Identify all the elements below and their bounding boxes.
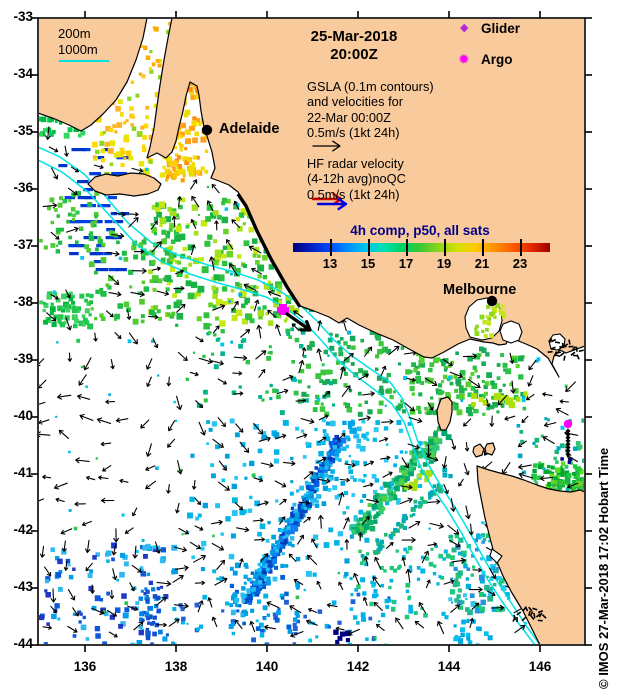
imos-credit: © IMOS 27-Mar-2018 17:02 Hobart Time — [596, 447, 611, 689]
map-title: 25-Mar-2018 20:00Z — [288, 28, 420, 64]
bays-layer — [236, 193, 566, 564]
hf-annotation-line: 0.5m/s (1kt 24h) — [307, 186, 400, 202]
y-tick-label: -35 — [13, 123, 33, 138]
depth-contour-legend: 200m 1000m — [58, 26, 98, 58]
x-tick-label: 138 — [164, 659, 188, 674]
argo-star-icon: ✹ — [458, 51, 470, 67]
colorbar-tick — [368, 239, 370, 256]
colorbar-tick — [330, 239, 332, 256]
hf-radar-annotation: HF radar velocity (4-12h avg)noQC 0.5m/s (… — [307, 156, 406, 202]
coast-hatch-marks — [512, 338, 584, 623]
y-tick-label: -39 — [13, 351, 33, 366]
colorbar-tick-label: 21 — [474, 256, 490, 271]
depth-200m-label: 200m — [58, 26, 91, 41]
colorbar-tick-label: 23 — [512, 256, 528, 271]
colorbar-tick-label: 17 — [398, 256, 414, 271]
y-tick-label: -37 — [13, 237, 33, 252]
colorbar-tick — [406, 239, 408, 256]
hf-annotation-line: HF radar velocity — [307, 156, 404, 171]
y-tick-label: -41 — [13, 465, 33, 480]
x-tick-label: 144 — [437, 659, 461, 674]
velocity-vectors-layer — [39, 126, 579, 638]
colorbar-tick-label: 15 — [360, 256, 376, 271]
x-tick-label: 146 — [528, 659, 552, 674]
colorbar-tick — [444, 239, 446, 256]
y-tick-label: -38 — [13, 294, 33, 309]
y-tick-label: -33 — [13, 9, 33, 24]
y-tick-label: -44 — [13, 636, 33, 651]
colorbar-title: 4h comp, p50, all sats — [350, 223, 490, 238]
land-layer — [39, 19, 584, 644]
melbourne-label: Melbourne — [443, 282, 517, 298]
argo-legend-label: Argo — [481, 52, 513, 67]
colorbar-tick-label: 13 — [322, 256, 338, 271]
colorbar-tick — [482, 239, 484, 256]
x-tick-label: 140 — [255, 659, 279, 674]
city-dot — [486, 295, 498, 307]
glider-diamond-icon: ◆ — [460, 22, 469, 34]
legend-arrows — [311, 140, 348, 211]
gsla-annotation-line: 22-Mar 00:00Z — [307, 109, 391, 125]
y-tick-label: -43 — [13, 579, 33, 594]
gsla-annotation: GSLA (0.1m contours) and velocities for 22… — [307, 79, 434, 141]
glider-legend-label: Glider — [481, 21, 521, 36]
adelaide-label: Adelaide — [219, 121, 280, 137]
plot-area — [39, 19, 584, 644]
y-tick-label: -42 — [13, 522, 33, 537]
x-tick-label: 142 — [346, 659, 370, 674]
colorbar-tick — [520, 239, 522, 256]
gsla-annotation-line: and velocities for — [307, 94, 404, 110]
depth-1000m-label: 1000m — [58, 42, 98, 57]
gsla-annotation-line: GSLA (0.1m contours) — [307, 79, 434, 94]
x-tick-label: 136 — [73, 659, 97, 674]
title-date: 25-Mar-2018 — [310, 28, 398, 45]
y-tick-label: -40 — [13, 408, 33, 423]
sst-colorbar — [293, 243, 550, 252]
colorbar-tick-label: 19 — [436, 256, 452, 271]
hf-annotation-line: (4-12h avg)noQC — [307, 171, 406, 187]
city-dot — [201, 124, 213, 136]
y-tick-label: -36 — [13, 180, 33, 195]
gsla-annotation-line: 0.5m/s (1kt 24h) — [307, 125, 400, 141]
title-time: 20:00Z — [330, 46, 378, 63]
bathymetry-line-sample — [59, 60, 109, 62]
axes-frame — [31, 11, 592, 652]
y-tick-label: -34 — [13, 66, 33, 81]
platform-markers-layer — [201, 124, 573, 457]
